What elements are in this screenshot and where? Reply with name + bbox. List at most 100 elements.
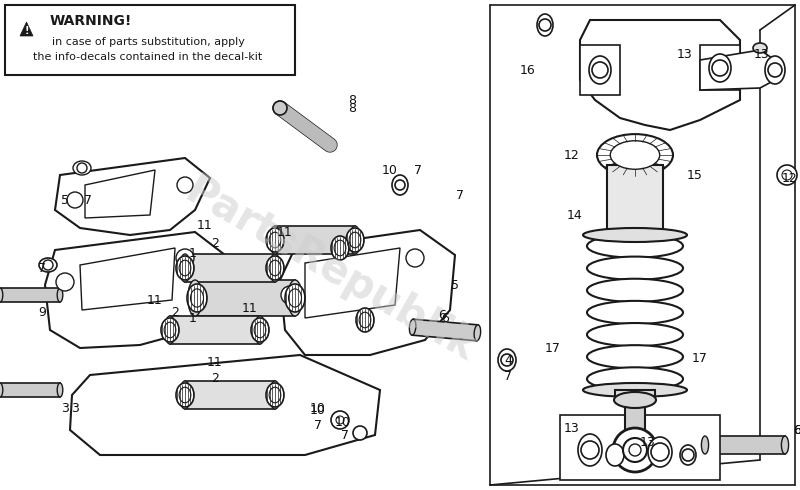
- Circle shape: [331, 411, 349, 429]
- Text: 1: 1: [189, 246, 197, 260]
- Text: 7: 7: [414, 164, 422, 176]
- Text: 5: 5: [61, 194, 69, 206]
- Polygon shape: [615, 390, 655, 400]
- Ellipse shape: [583, 228, 687, 242]
- Ellipse shape: [350, 226, 361, 254]
- Ellipse shape: [346, 228, 364, 252]
- Polygon shape: [560, 415, 720, 480]
- Polygon shape: [170, 316, 260, 344]
- Text: 11: 11: [197, 219, 213, 231]
- Text: 2: 2: [211, 371, 219, 385]
- Text: 11: 11: [242, 301, 258, 315]
- Circle shape: [623, 438, 647, 462]
- Text: 6: 6: [793, 423, 800, 437]
- Text: 17: 17: [692, 351, 708, 365]
- Text: 7: 7: [314, 418, 322, 432]
- Polygon shape: [275, 226, 355, 254]
- Ellipse shape: [269, 260, 281, 276]
- Circle shape: [406, 249, 424, 267]
- Ellipse shape: [0, 383, 3, 397]
- Polygon shape: [412, 319, 478, 341]
- Text: 2: 2: [171, 305, 179, 318]
- Text: 12: 12: [564, 148, 580, 162]
- Ellipse shape: [583, 383, 687, 397]
- Ellipse shape: [753, 43, 767, 53]
- Ellipse shape: [187, 284, 207, 312]
- Ellipse shape: [587, 279, 683, 302]
- Text: 10: 10: [310, 403, 326, 416]
- Ellipse shape: [578, 434, 602, 466]
- Text: 7: 7: [341, 428, 349, 441]
- Ellipse shape: [359, 312, 371, 328]
- Ellipse shape: [765, 56, 785, 84]
- Text: 13: 13: [564, 421, 580, 435]
- Text: 5: 5: [451, 278, 459, 292]
- Ellipse shape: [587, 323, 683, 346]
- Circle shape: [501, 354, 513, 366]
- Ellipse shape: [73, 161, 91, 175]
- Circle shape: [395, 180, 405, 190]
- Text: 2: 2: [211, 237, 219, 249]
- Text: 6: 6: [441, 312, 449, 324]
- Circle shape: [777, 165, 797, 185]
- Ellipse shape: [597, 134, 673, 176]
- Ellipse shape: [179, 387, 191, 403]
- Polygon shape: [45, 232, 225, 348]
- Ellipse shape: [269, 232, 281, 248]
- Polygon shape: [0, 288, 60, 302]
- Ellipse shape: [474, 325, 481, 341]
- Ellipse shape: [587, 368, 683, 391]
- Circle shape: [782, 170, 792, 180]
- Circle shape: [682, 449, 694, 461]
- Ellipse shape: [606, 444, 624, 466]
- Polygon shape: [85, 170, 155, 218]
- Ellipse shape: [266, 383, 284, 407]
- Ellipse shape: [179, 254, 190, 282]
- Text: 15: 15: [687, 169, 703, 181]
- Polygon shape: [80, 248, 175, 310]
- Text: 10: 10: [310, 401, 326, 415]
- Polygon shape: [195, 280, 295, 316]
- Circle shape: [768, 63, 782, 77]
- Text: in case of parts substitution, apply: in case of parts substitution, apply: [51, 37, 245, 47]
- Ellipse shape: [331, 236, 349, 260]
- Ellipse shape: [179, 381, 190, 409]
- Ellipse shape: [188, 280, 202, 316]
- Text: 6: 6: [793, 423, 800, 437]
- Circle shape: [77, 163, 87, 173]
- Text: 3: 3: [61, 401, 69, 415]
- Ellipse shape: [648, 437, 672, 467]
- Text: PartsRepublik: PartsRepublik: [178, 170, 482, 370]
- Circle shape: [56, 273, 74, 291]
- Text: 16: 16: [520, 64, 536, 76]
- Text: 9: 9: [38, 305, 46, 318]
- Ellipse shape: [356, 308, 374, 332]
- Ellipse shape: [58, 288, 62, 302]
- Polygon shape: [55, 158, 210, 235]
- Polygon shape: [607, 165, 663, 235]
- Circle shape: [336, 416, 344, 424]
- Polygon shape: [580, 20, 740, 130]
- Text: 7: 7: [38, 262, 46, 274]
- Ellipse shape: [266, 228, 284, 252]
- Circle shape: [539, 19, 551, 31]
- Circle shape: [651, 443, 669, 461]
- Ellipse shape: [782, 436, 789, 454]
- Circle shape: [712, 60, 728, 76]
- Ellipse shape: [498, 349, 516, 371]
- Ellipse shape: [176, 256, 194, 280]
- Ellipse shape: [702, 436, 709, 454]
- Text: 8: 8: [348, 101, 356, 115]
- Circle shape: [592, 62, 608, 78]
- Polygon shape: [700, 45, 740, 90]
- Ellipse shape: [709, 54, 731, 82]
- Ellipse shape: [587, 301, 683, 324]
- Circle shape: [629, 444, 641, 456]
- Ellipse shape: [614, 392, 656, 408]
- Ellipse shape: [254, 316, 266, 344]
- Ellipse shape: [190, 289, 203, 307]
- Ellipse shape: [680, 445, 696, 465]
- Polygon shape: [70, 355, 380, 455]
- Ellipse shape: [270, 226, 281, 254]
- Ellipse shape: [610, 141, 660, 169]
